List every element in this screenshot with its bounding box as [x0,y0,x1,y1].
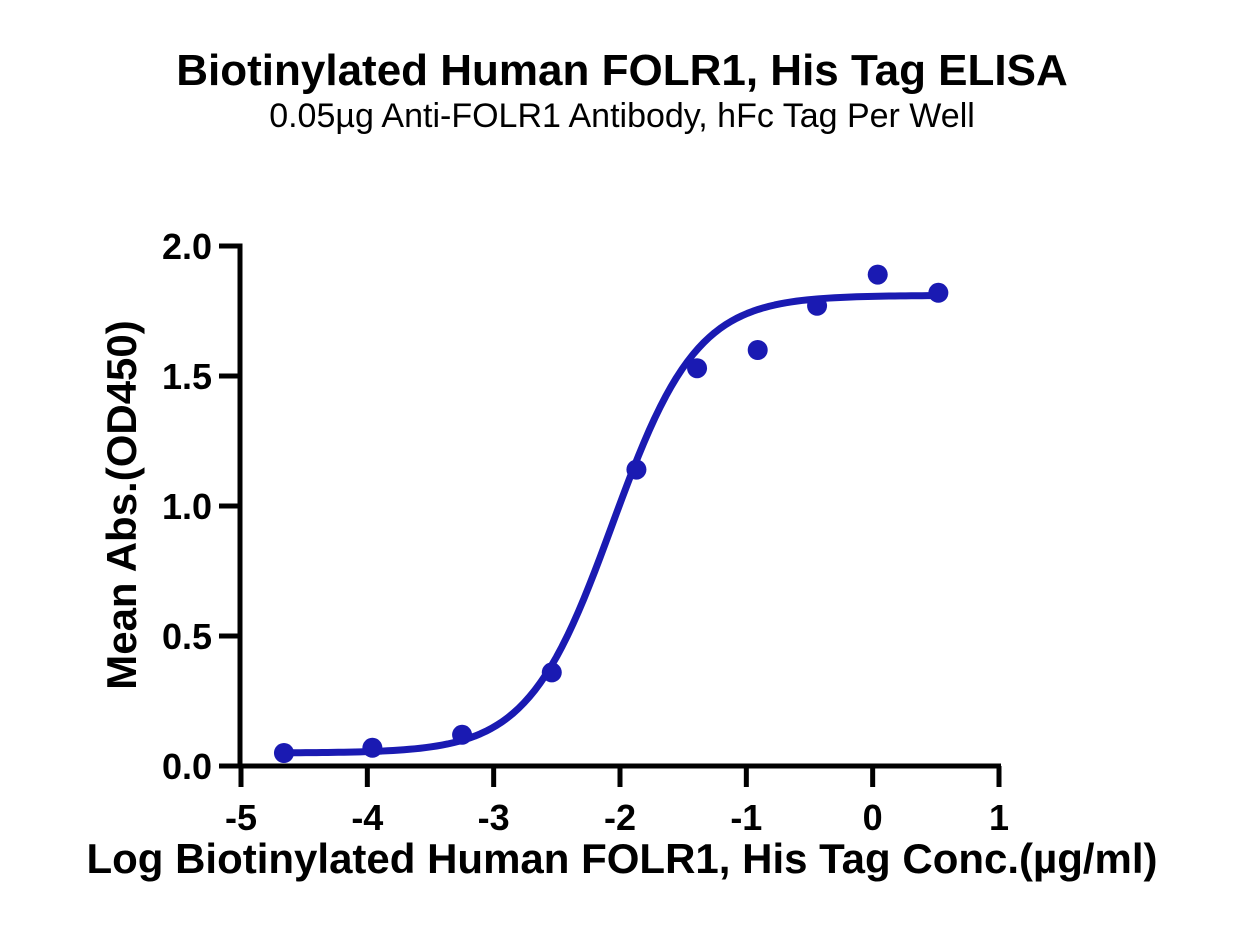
data-point [626,459,647,480]
chart-subtitle: 0.05µg Anti-FOLR1 Antibody, hFc Tag Per … [269,97,975,135]
x-tick-label: -1 [730,797,762,838]
data-point [541,662,562,683]
x-tick-label: 1 [989,797,1009,838]
x-axis-label: Log Biotinylated Human FOLR1, His Tag Co… [86,835,1158,882]
data-point [807,295,828,316]
data-point [867,264,888,285]
data-point [362,737,383,758]
chart-title: Biotinylated Human FOLR1, His Tag ELISA [176,46,1068,95]
x-tick-label: -4 [351,797,383,838]
y-tick-label: 1.5 [162,356,212,397]
x-tick-label: -5 [225,797,257,838]
y-tick-label: 1.0 [162,486,212,527]
fit-curve [280,292,942,757]
data-point [273,743,294,763]
y-tick-label: 0.5 [162,616,212,657]
data-point [452,724,473,745]
x-tick-label: -2 [604,797,636,838]
data-point [747,340,768,360]
data-point [928,282,949,303]
data-point [687,358,708,379]
y-tick-label: 0.0 [162,746,212,787]
x-tick-label: -3 [478,797,510,838]
y-tick-label: 2.0 [162,226,212,267]
x-tick-label: 0 [863,797,883,838]
